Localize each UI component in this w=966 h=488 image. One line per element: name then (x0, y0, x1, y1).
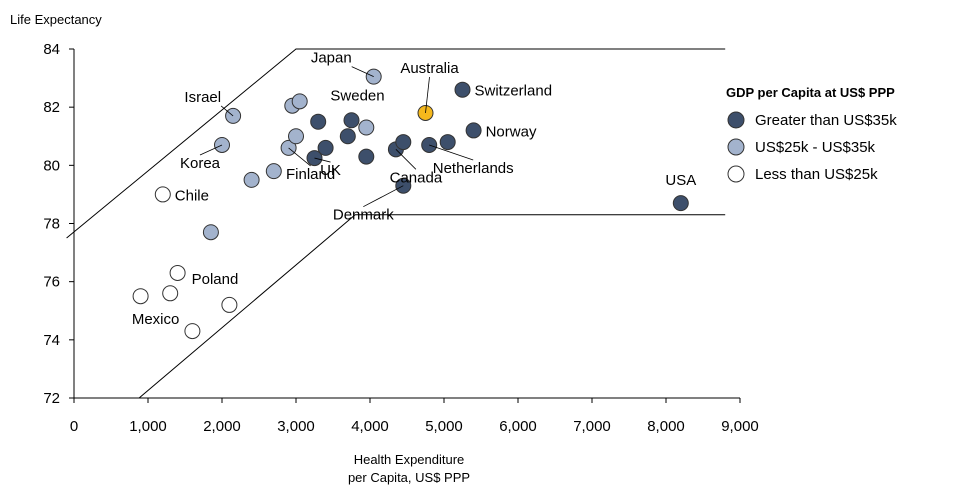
point (291, 93, 308, 110)
leader-line-finland (288, 147, 311, 167)
legend-marker-high (727, 111, 745, 129)
leader-line-canada (395, 149, 417, 170)
y-tick-label: 74 (43, 332, 60, 349)
label-australia: Australia (400, 60, 459, 77)
x-tick-label: 1,000 (129, 418, 167, 435)
axes (73, 49, 740, 399)
x-tick-label: 6,000 (499, 418, 537, 435)
data-points (132, 68, 689, 340)
point (202, 224, 219, 241)
point (265, 163, 282, 180)
point (221, 296, 238, 313)
point (439, 134, 456, 151)
x-tick-label: 3,000 (277, 418, 315, 435)
point (243, 171, 260, 188)
y-tick-label: 78 (43, 216, 60, 233)
lower-envelope-line (138, 214, 726, 399)
point (358, 119, 375, 136)
point (358, 148, 375, 165)
envelope-lines (66, 48, 726, 399)
label-switzerland: Switzerland (475, 83, 553, 100)
x-tick-label: 8,000 (647, 418, 685, 435)
label-korea: Korea (180, 155, 221, 172)
x-tick-label: 0 (70, 418, 78, 435)
y-axis-title: Life Expectancy (10, 12, 102, 27)
leader-line-uk (314, 157, 331, 163)
point (310, 113, 327, 130)
label-canada: Canada (390, 169, 443, 186)
point-switzerland (454, 81, 471, 98)
label-mexico: Mexico (132, 311, 180, 328)
point (184, 323, 201, 340)
y-tick-label: 82 (43, 99, 60, 116)
tick-labels: 72 74 76 78 80 82 84 0 1,000 2,000 3,000 4,000 5,000… (43, 41, 758, 435)
label-denmark: Denmark (333, 207, 394, 224)
point (339, 128, 356, 145)
point (162, 285, 179, 302)
label-japan: Japan (311, 50, 352, 67)
legend: GDP per Capita at US$ PPP Greater than U… (726, 85, 897, 183)
legend-marker-mid (727, 138, 745, 156)
x-tick-label: 7,000 (573, 418, 611, 435)
y-tick-label: 72 (43, 390, 60, 407)
legend-label-low: Less than US$25k (755, 166, 878, 183)
point (288, 128, 304, 145)
point-sweden (343, 112, 360, 129)
legend-marker-low (727, 165, 745, 183)
label-finland: Finland (286, 166, 335, 183)
x-axis-title-line-2: per Capita, US$ PPP (348, 470, 470, 485)
point-usa (672, 195, 689, 212)
point-norway (465, 122, 482, 139)
legend-label-high: Greater than US$35k (755, 112, 897, 129)
leader-line-australia (425, 76, 430, 114)
x-tick-label: 4,000 (351, 418, 389, 435)
x-tick-label: 5,000 (425, 418, 463, 435)
point-poland (169, 264, 186, 281)
point (317, 139, 334, 156)
label-uk: UK (320, 162, 341, 179)
y-tick-label: 84 (43, 41, 60, 58)
leader-line-netherlands (429, 144, 474, 161)
y-tick-label: 80 (43, 157, 60, 174)
leader-line-korea (199, 144, 223, 156)
y-tick-label: 76 (43, 274, 60, 291)
label-israel: Israel (184, 89, 221, 106)
leader-line-japan (351, 66, 374, 77)
x-axis-title: Health Expenditure per Capita, US$ PPP (348, 452, 470, 485)
x-axis-title-line-1: Health Expenditure (354, 452, 465, 467)
point-chile (154, 186, 171, 203)
legend-label-mid: US$25k - US$35k (755, 139, 876, 156)
x-tick-label: 2,000 (203, 418, 241, 435)
leader-line-israel (220, 105, 234, 117)
x-tick-label: 9,000 (721, 418, 759, 435)
point-mexico (132, 288, 149, 305)
label-netherlands: Netherlands (433, 160, 514, 177)
upper-envelope-line (66, 48, 726, 239)
label-usa: USA (665, 172, 696, 189)
label-poland: Poland (192, 271, 239, 288)
label-chile: Chile (175, 187, 209, 204)
point-labels: Japan Australia Switzerland Israel Sweden Nor… (132, 50, 696, 329)
legend-title: GDP per Capita at US$ PPP (726, 85, 895, 100)
point (395, 134, 412, 151)
label-norway: Norway (486, 123, 537, 140)
leader-line-denmark (363, 185, 404, 208)
label-sweden: Sweden (330, 87, 384, 104)
